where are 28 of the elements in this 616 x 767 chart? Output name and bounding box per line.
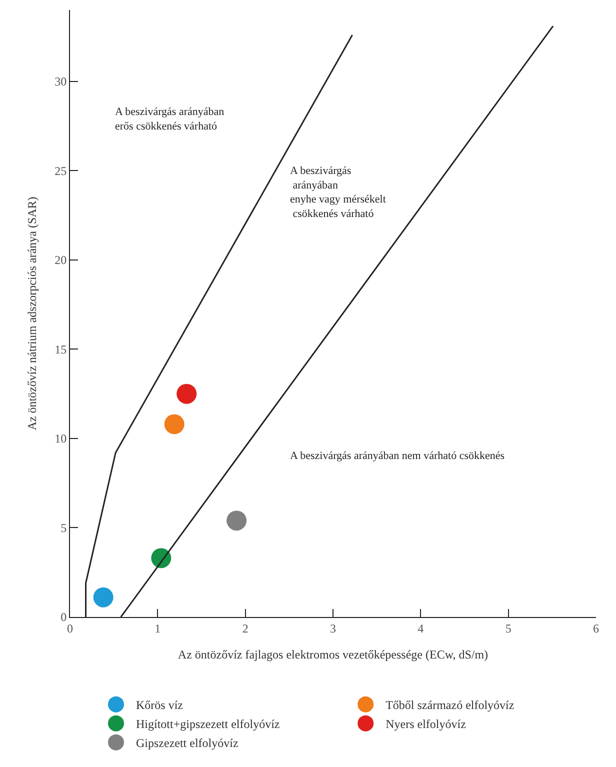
annotation: A beszivárgás arányában enyhe vagy mérsékelt csökkenés várható	[290, 165, 386, 220]
point	[164, 414, 184, 434]
annotation: A beszivárgás arányában erős csökkenés várható	[115, 106, 225, 132]
x-tick-label: 5	[505, 621, 512, 636]
point	[176, 384, 197, 404]
y-tick-label: 30	[54, 74, 67, 89]
x-tick-label: 1	[154, 621, 161, 636]
point	[93, 587, 114, 608]
y-tick-label: 15	[54, 342, 67, 356]
x-tick-label: 6	[593, 621, 599, 636]
x-tick-label: 2	[242, 621, 248, 636]
y-tick-label: 5	[60, 520, 67, 535]
point	[226, 510, 247, 531]
y-tick-label: 20	[54, 253, 67, 268]
x-axis-title: Az öntözővíz fajlagos elektromos vezetőképessége (ECw, dS/m)	[178, 647, 488, 662]
x-tick-label: 4	[418, 621, 424, 636]
point	[151, 548, 172, 568]
legend-label: Tőből származó elfolyóvíz	[386, 698, 514, 712]
y-tick-label: 10	[54, 432, 67, 446]
y-tick-label: 25	[54, 164, 67, 178]
y-axis-title: Az öntözővíz nátrium adszorpciós aránya (SAR)	[24, 196, 39, 430]
x-tick-label: 3	[330, 621, 336, 636]
legend-label: Higított+gipszezett elfolyóvíz	[136, 717, 280, 732]
y-tick-label: 0	[60, 610, 67, 624]
legend-label: Nyers elfolyóvíz	[386, 717, 466, 732]
annotation: A beszivárgás arányában nem várható csökkenés	[290, 450, 505, 462]
legend-label: Gipszezett elfolyóvíz	[136, 736, 238, 750]
legend-label: Kőrös víz	[136, 698, 183, 712]
